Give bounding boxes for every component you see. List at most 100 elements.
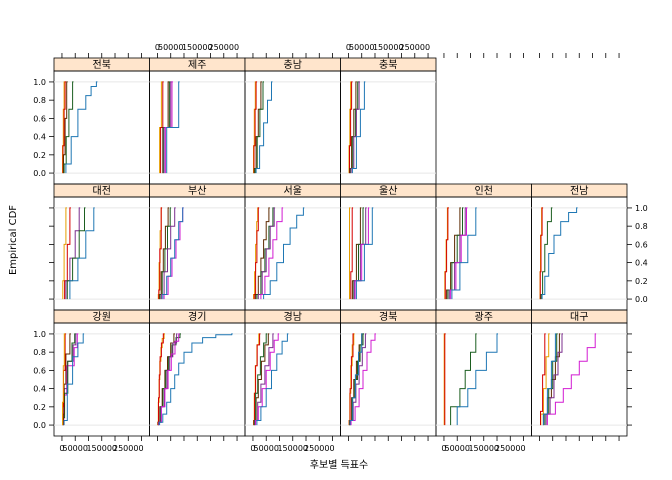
ecdf-series-line	[353, 207, 367, 300]
ecdf-series-line	[351, 207, 362, 300]
panel: 인천	[435, 183, 532, 311]
x-tick-label: 50000	[444, 444, 469, 453]
panel: 울산	[340, 183, 437, 311]
ecdf-series-line	[63, 81, 68, 174]
panel-frame	[53, 196, 150, 311]
panel-strip-label: 전남	[570, 185, 588, 197]
x-tick-label: 50000	[253, 444, 278, 453]
panel-strip-label: 서울	[284, 185, 302, 197]
y-tick-label: 0.6	[33, 366, 46, 375]
panel-frame	[340, 70, 437, 185]
ecdf-series-line	[62, 333, 76, 426]
ecdf-series-line	[69, 207, 95, 300]
ecdf-series-line	[350, 207, 354, 300]
panel: 경북	[340, 309, 437, 437]
ecdf-series-line	[354, 207, 370, 300]
panel: 대전	[53, 183, 150, 311]
ecdf-series-line	[350, 333, 376, 426]
ecdf-series-line	[451, 207, 477, 300]
ecdf-series-line	[62, 333, 66, 426]
ecdf-series-line	[158, 333, 180, 426]
y-tick-label: 0.4	[33, 385, 46, 394]
panel: 제주	[149, 57, 246, 185]
x-tick-label: 250000	[495, 444, 526, 453]
panel-strip-label: 부산	[188, 185, 206, 197]
panel-frame	[53, 70, 150, 185]
panel-strip-label: 제주	[188, 59, 206, 71]
y-tick-label: 0.2	[635, 277, 648, 286]
panel-strip-label: 경북	[379, 310, 397, 323]
panel: 강원	[53, 309, 150, 437]
panel-strip-label: 광주	[475, 311, 493, 323]
ecdf-series-line	[158, 207, 163, 300]
ecdf-series-line	[540, 333, 546, 426]
x-tick-label: 250000	[304, 444, 335, 453]
ecdf-series-line	[539, 207, 544, 300]
ecdf-series-line	[65, 207, 81, 300]
panel: 경기	[149, 309, 246, 437]
ecdf-series-line	[63, 333, 85, 426]
panel: 대구	[531, 309, 628, 437]
panel-frame	[53, 322, 150, 437]
ecdf-series-line	[159, 207, 172, 300]
y-tick-label: 0.8	[33, 348, 46, 357]
ecdf-series-line	[162, 207, 184, 300]
x-tick-label: 50000	[62, 444, 87, 453]
panel-strip-label: 경남	[284, 310, 302, 323]
ecdf-series-line	[444, 333, 446, 426]
panel: 부산	[149, 183, 246, 311]
panel-strip-label: 강원	[93, 311, 111, 323]
y-tick-label: 1.0	[33, 330, 46, 339]
x-tick-label: 250000	[113, 444, 144, 453]
panel: 충남	[244, 57, 341, 185]
ecdf-series-line	[65, 81, 98, 174]
ecdf-series-line	[450, 333, 477, 426]
ecdf-series-line	[253, 207, 260, 300]
y-tick-label: 0.0	[33, 421, 46, 430]
y-tick-label: 0.4	[33, 133, 46, 142]
x-tick-label: 150000	[373, 43, 404, 52]
ecdf-series-line	[349, 81, 353, 174]
x-tick-label: 150000	[468, 444, 499, 453]
ecdf-series-line	[355, 207, 374, 300]
panel: 전남	[531, 183, 628, 311]
ecdf-series-line	[446, 207, 461, 300]
x-tick-label: 0	[250, 444, 255, 453]
panel-strip-label: 충북	[379, 59, 397, 71]
ecdf-series-line	[256, 333, 289, 426]
x-tick-label: 250000	[209, 43, 240, 52]
y-tick-label: 0.8	[635, 222, 648, 231]
panel-frame	[531, 196, 628, 311]
ecdf-series-line	[540, 333, 550, 426]
panel: 서울	[244, 183, 341, 311]
panel: 경남	[244, 309, 341, 437]
panel-strip-label: 전북	[93, 59, 111, 71]
x-tick-label: 150000	[182, 43, 213, 52]
panel-strip-label: 충남	[284, 59, 302, 71]
ecdf-series-line	[541, 207, 578, 300]
y-tick-label: 1.0	[635, 204, 648, 213]
panel: 전북	[53, 57, 150, 185]
panel-strip-label: 울산	[379, 185, 397, 197]
panel-frame	[149, 322, 246, 437]
ecdf-series-line	[64, 207, 71, 300]
ecdf-series-line	[260, 207, 284, 300]
panel: 충북	[340, 57, 437, 185]
y-tick-label: 0.0	[33, 169, 46, 178]
ecdf-series-line	[456, 333, 498, 426]
y-tick-label: 0.4	[635, 259, 648, 268]
x-tick-label: 0	[346, 43, 351, 52]
ecdf-series-line	[166, 81, 180, 174]
ecdf-series-line	[62, 207, 67, 300]
x-tick-label: 150000	[86, 444, 117, 453]
y-tick-label: 0.2	[33, 403, 46, 412]
ecdf-series-line	[62, 81, 67, 174]
ecdf-series-line	[253, 81, 258, 174]
panel: 광주	[435, 309, 532, 437]
ecdf-series-line	[444, 207, 449, 300]
ecdf-series-line	[351, 81, 366, 174]
ecdf-series-line	[349, 333, 363, 426]
y-tick-label: 0.2	[33, 151, 46, 160]
